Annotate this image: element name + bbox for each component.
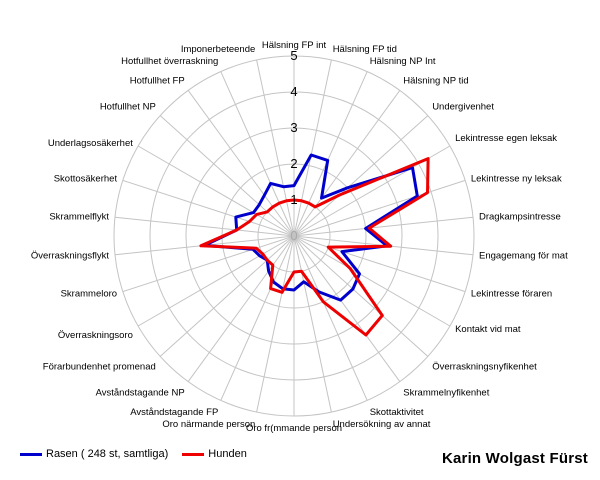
author-credit: Karin Wolgast Fürst	[441, 450, 588, 467]
category-label-3: Hälsning NP tid	[403, 76, 468, 87]
legend-item-series-1: Hunden	[182, 448, 247, 460]
spoke-21	[122, 235, 295, 293]
tick-label-3: 3	[290, 120, 297, 135]
legend-item-series-0: Rasen ( 248 st, samtliga)	[20, 448, 168, 460]
category-label-14: Undersökning av annat	[333, 419, 431, 430]
radar-series	[199, 153, 430, 337]
spoke-28	[220, 71, 295, 237]
spoke-10	[293, 235, 451, 327]
category-label-25: Underlagsosäkerhet	[48, 138, 133, 149]
tick-label-5: 5	[290, 48, 297, 63]
category-label-7: Dragkampsintresse	[479, 212, 561, 223]
spoke-26	[159, 115, 295, 237]
category-label-2: Hälsning NP Int	[370, 56, 436, 67]
grid-ring-3	[185, 127, 403, 345]
tick-label-4: 4	[290, 84, 297, 99]
category-label-22: Överraskningsflykt	[31, 250, 109, 261]
series-line-1	[199, 157, 430, 337]
category-label-11: Överraskningsnyfikenhet	[432, 362, 537, 373]
spoke-25	[137, 145, 295, 237]
spoke-20	[137, 235, 295, 327]
spoke-11	[293, 235, 429, 357]
spoke-14	[293, 235, 332, 413]
category-label-10: Kontakt vid mat	[455, 324, 521, 335]
grid-ring-4	[149, 91, 439, 381]
category-label-23: Skrammelflykt	[49, 212, 109, 223]
radial-tick-labels: 0 1 2 3 4 5	[290, 48, 297, 243]
tick-label-0: 0	[290, 228, 297, 243]
legend-label-series-1: Hunden	[208, 448, 247, 460]
spoke-17	[220, 235, 295, 401]
spoke-23	[114, 216, 295, 237]
legend-swatch-series-1	[182, 452, 205, 456]
tick-label-1: 1	[290, 192, 297, 207]
category-label-4: Undergivenhet	[432, 102, 494, 113]
radar-grid	[113, 55, 475, 417]
spoke-27	[187, 90, 295, 237]
tick-label-2: 2	[290, 156, 297, 171]
category-label-26: Hotfullhet NP	[100, 102, 156, 113]
category-label-19: Förarbundenhet promenad	[43, 362, 156, 373]
category-label-28: Hotfullhet överraskning	[121, 56, 218, 67]
category-label-9: Lekintresse föraren	[471, 289, 552, 300]
category-label-20: Överraskningsoro	[58, 330, 133, 341]
spoke-12	[293, 235, 401, 382]
spoke-7	[293, 216, 474, 237]
category-label-17: Avståndstagande FP	[130, 407, 218, 418]
spoke-24	[122, 179, 295, 237]
spoke-2	[293, 71, 368, 237]
spoke-18	[187, 235, 295, 382]
series-line-0	[203, 153, 419, 302]
spoke-1	[293, 59, 332, 237]
category-label-13: Skottaktivitet	[370, 407, 424, 418]
category-label-27: Hotfullhet FP	[130, 76, 185, 87]
category-label-6: Lekintresse ny leksak	[471, 174, 562, 185]
category-label-12: Skrammelnyfikenhet	[403, 388, 489, 399]
legend: Rasen ( 248 st, samtliga) Hunden	[20, 444, 261, 464]
category-label-15: Oro fr(mmande person	[246, 423, 342, 434]
spoke-9	[293, 235, 466, 293]
spoke-16	[256, 235, 295, 413]
category-label-5: Lekintresse egen leksak	[455, 133, 557, 144]
spoke-19	[159, 235, 295, 357]
category-label-16: Oro närmande person	[162, 419, 255, 430]
spoke-13	[293, 235, 368, 401]
category-label-21: Skrammeloro	[61, 289, 118, 300]
category-label-29: Imponerbeteende	[181, 44, 255, 55]
legend-swatch-series-0	[20, 452, 42, 456]
legend-label-series-0: Rasen ( 248 st, samtliga)	[46, 448, 169, 460]
grid-ring-5	[113, 55, 475, 417]
category-label-1: Hälsning FP tid	[333, 44, 397, 55]
spoke-4	[293, 115, 429, 237]
spoke-6	[293, 179, 466, 237]
category-label-24: Skottosäkerhet	[54, 174, 118, 185]
category-label-0: Hälsning FP int	[262, 40, 327, 51]
category-label-18: Avståndstagande NP	[96, 388, 185, 399]
spoke-3	[293, 90, 401, 237]
category-label-8: Engagemang för mat	[479, 250, 568, 261]
spoke-29	[256, 59, 295, 237]
